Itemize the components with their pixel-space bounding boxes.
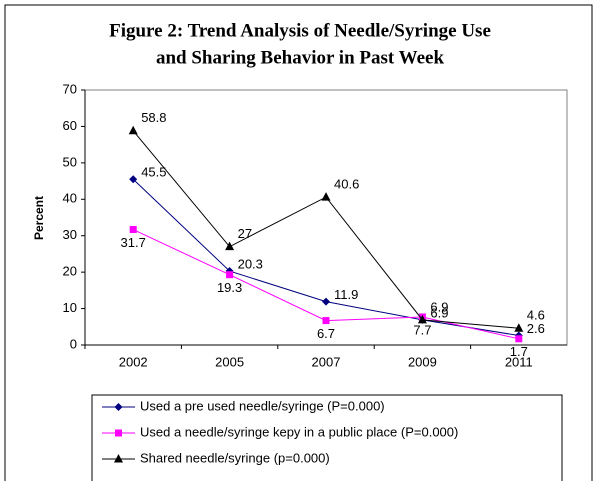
legend-label: Shared needle/syringe (p=0.000) [140,450,330,465]
data-label: 1.7 [510,344,528,359]
legend-marker [115,429,122,437]
data-label: 11.9 [334,287,358,302]
x-tick-label: 2005 [215,354,244,369]
data-point [129,175,138,184]
data-point [322,317,330,325]
y-tick-label: 30 [63,227,77,242]
data-label: 27 [238,226,252,241]
chart-subtitle: and Sharing Behavior in Past Week [156,47,444,68]
y-tick-label: 70 [63,81,77,96]
data-label: 20.3 [238,256,263,271]
data-point [321,192,331,201]
data-label: 6.9 [430,299,448,314]
data-label: 2.6 [527,321,545,336]
data-point [514,323,524,332]
data-point [129,226,137,234]
y-tick-label: 0 [70,336,77,351]
data-label: 45.5 [141,165,166,180]
data-point [128,125,138,135]
x-tick-label: 2011 [505,354,533,369]
data-label: 31.7 [121,235,146,250]
data-point [226,271,234,279]
data-label: 40.6 [334,177,359,192]
data-label: 6.9 [430,305,448,320]
data-point [322,297,330,306]
y-tick-label: 60 [63,118,77,133]
data-point [515,335,523,343]
legend-box [91,394,563,486]
y-tick-label: 50 [63,154,77,169]
data-label: 19.3 [217,280,242,295]
chart-title: Figure 2: Trend Analysis of Needle/Syrin… [109,20,491,41]
y-axis-label: Percent [32,196,46,240]
y-tick-label: 20 [63,264,77,279]
data-label: 6.7 [317,326,335,341]
legend-label: Used a pre used needle/syringe (P=0.000) [140,398,385,413]
x-tick-label: 2009 [408,354,437,369]
data-label: 58.8 [141,110,166,125]
data-point [417,314,427,324]
data-label: 4.6 [527,308,545,323]
legend-label: Used a needle/syringe kepy in a public p… [140,424,458,439]
data-label: 7.7 [413,322,431,337]
x-tick-label: 2007 [312,354,341,369]
y-tick-label: 40 [63,191,77,206]
data-point [225,241,235,251]
y-tick-label: 10 [63,300,77,315]
legend-marker [114,454,123,463]
legend-marker [114,403,123,411]
x-tick-label: 2002 [119,354,148,369]
